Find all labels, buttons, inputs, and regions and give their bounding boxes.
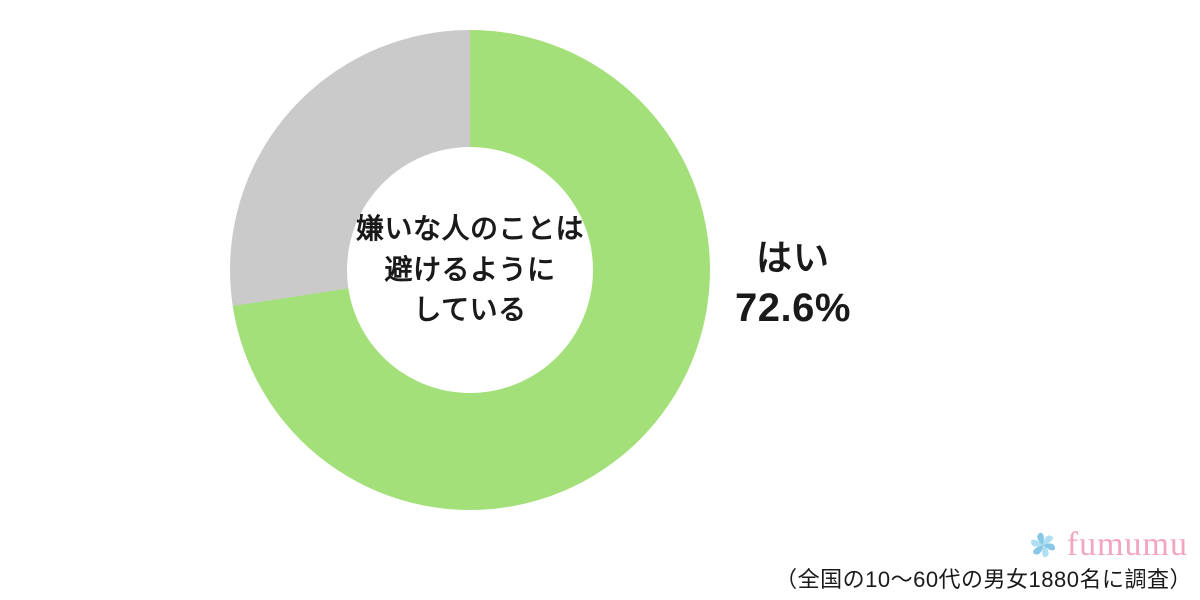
value-answer: はい <box>735 235 851 282</box>
donut-hole: 嫌いな人のことは 避けるように している <box>347 147 593 393</box>
value-percent: 72.6% <box>735 282 851 334</box>
value-label: はい 72.6% <box>735 235 851 334</box>
pinwheel-icon <box>1025 527 1061 563</box>
brand-logo: fumumu <box>1025 526 1188 564</box>
survey-caption: （全国の10〜60代の男女1880名に調査） <box>775 562 1192 594</box>
donut-chart: 嫌いな人のことは 避けるように している <box>230 30 710 510</box>
chart-center-text: 嫌いな人のことは 避けるように している <box>356 209 584 331</box>
center-line-3: している <box>413 294 526 325</box>
logo-text: fumumu <box>1067 526 1188 564</box>
center-line-2: 避けるように <box>384 254 555 285</box>
center-line-1: 嫌いな人のことは <box>356 213 584 244</box>
